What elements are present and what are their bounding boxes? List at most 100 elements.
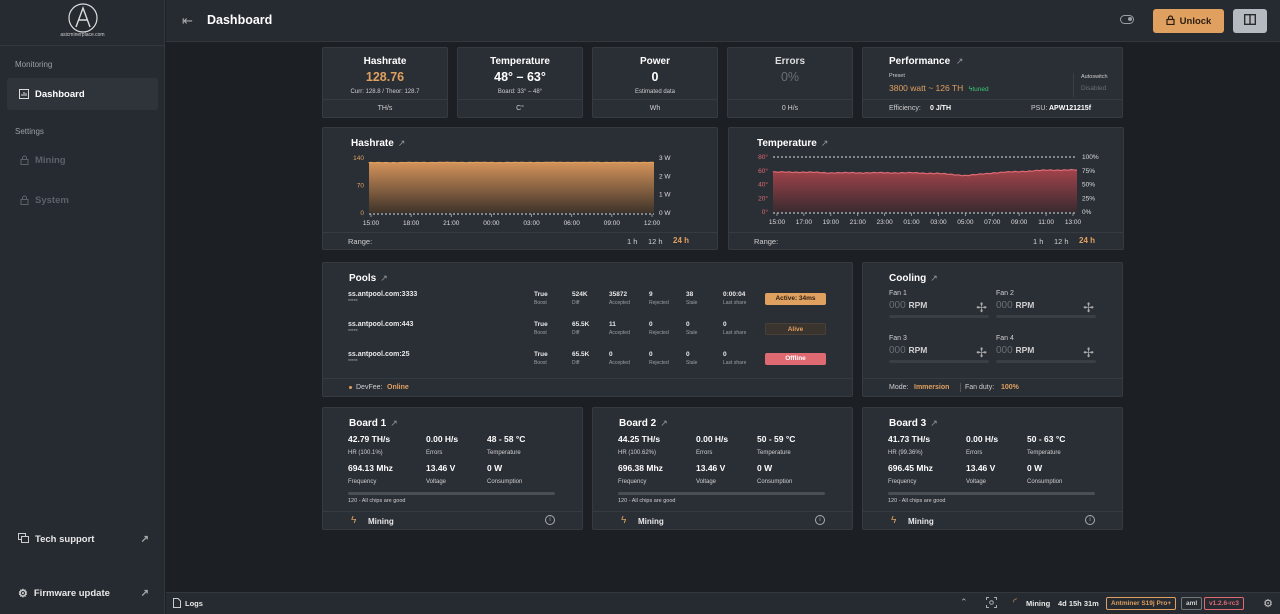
board-errors: 0.00 H/s bbox=[966, 434, 999, 444]
board-title[interactable]: Board 3 ↗ bbox=[889, 418, 938, 429]
pool-accepted-value: 35872 bbox=[609, 291, 628, 298]
range-1h[interactable]: 1 h bbox=[627, 237, 638, 246]
board-title[interactable]: Board 1 ↗ bbox=[349, 418, 398, 429]
chart-title[interactable]: Temperature ↗ bbox=[757, 138, 828, 149]
chart-title[interactable]: Hashrate ↗ bbox=[351, 138, 405, 149]
range-12h[interactable]: 12 h bbox=[648, 237, 663, 246]
stat-label: Temperature bbox=[490, 56, 550, 67]
info-icon[interactable]: i bbox=[545, 515, 555, 525]
board-title-text: Board 1 bbox=[349, 418, 387, 429]
screenshot-icon[interactable] bbox=[986, 597, 997, 610]
range-24h[interactable]: 24 h bbox=[1079, 236, 1096, 245]
series-area bbox=[369, 162, 654, 213]
board-hr-pct: HR (100.62%) bbox=[618, 450, 657, 456]
fan-label: Fan 1 bbox=[889, 290, 907, 297]
pool-boost-label: Boost bbox=[534, 330, 547, 336]
sidebar-item-system[interactable]: System bbox=[7, 184, 158, 216]
x-tick-label: 19:00 bbox=[823, 219, 840, 226]
chips-progress bbox=[348, 492, 555, 495]
pool-stale-label: Stale bbox=[686, 360, 698, 366]
stat-unit: Wh bbox=[593, 99, 717, 117]
chat-icon bbox=[18, 532, 29, 546]
board-frequency: 694.13 Mhz bbox=[348, 463, 393, 473]
fan-bar bbox=[996, 315, 1096, 318]
board-temperature-label: Temperature bbox=[757, 450, 791, 456]
pool-accepted-value: 0 bbox=[609, 351, 613, 358]
sidebar-item-tech-support[interactable]: Tech support ↗ bbox=[0, 526, 165, 552]
header: ⇤ Dashboard Unlock bbox=[166, 0, 1280, 42]
bolt-icon: ϟ bbox=[891, 515, 897, 526]
pool-status-badge: Active: 34ms bbox=[765, 293, 826, 305]
panel-toggle-button[interactable] bbox=[1233, 9, 1267, 33]
y2-tick-label: 3 W bbox=[659, 155, 671, 162]
theme-toggle-icon[interactable] bbox=[1120, 15, 1134, 24]
board-temperature-label: Temperature bbox=[1027, 450, 1061, 456]
pool-row[interactable]: ss.antpool.com:443 ***** bbox=[348, 321, 413, 335]
mining-status: Mining bbox=[1026, 599, 1051, 608]
version-badge: v1.2.6-rc3 bbox=[1204, 597, 1244, 610]
pool-row[interactable]: ss.antpool.com:25 ***** bbox=[348, 351, 409, 365]
collapse-sidebar-icon[interactable]: ⇤ bbox=[182, 13, 193, 28]
x-tick-label: 17:00 bbox=[796, 219, 813, 226]
range-1h[interactable]: 1 h bbox=[1033, 237, 1044, 246]
chevron-up-icon[interactable]: ⌃ bbox=[960, 597, 968, 607]
pool-boost-value: True bbox=[534, 351, 548, 358]
lock-icon bbox=[1166, 14, 1175, 28]
range-24h[interactable]: 24 h bbox=[673, 236, 690, 245]
sidebar-item-mining[interactable]: Mining bbox=[7, 144, 158, 176]
cooling-title[interactable]: Cooling ↗ bbox=[889, 273, 938, 284]
platform-badge: aml bbox=[1181, 597, 1203, 610]
chips-status: 120 - All chips are good bbox=[888, 498, 946, 504]
info-icon[interactable]: i bbox=[815, 515, 825, 525]
section-monitoring: Monitoring bbox=[15, 60, 53, 69]
pool-rejected-label: Rejected bbox=[649, 360, 669, 366]
board-errors: 0.00 H/s bbox=[696, 434, 729, 444]
chart-icon bbox=[19, 89, 29, 99]
sidebar-item-label: Tech support bbox=[35, 533, 95, 545]
external-link-icon: ↗ bbox=[930, 273, 938, 283]
range-12h[interactable]: 12 h bbox=[1054, 237, 1069, 246]
sidebar-item-firmware-update[interactable]: ⚙ Firmware update ↗ bbox=[0, 580, 165, 606]
board-voltage: 13.46 V bbox=[696, 463, 726, 473]
series-line bbox=[772, 168, 1078, 177]
fan-4: Fan 4 000 RPM ✢ bbox=[996, 335, 1096, 363]
pool-row[interactable]: ss.antpool.com:3333 ***** bbox=[348, 291, 417, 305]
lock-icon bbox=[19, 155, 29, 165]
performance-title-text: Performance bbox=[889, 56, 951, 67]
preset-value[interactable]: 3800 watt ~ 126 TH ϟtuned bbox=[889, 83, 989, 93]
sidebar-item-dashboard[interactable]: Dashboard bbox=[7, 78, 158, 110]
board-title[interactable]: Board 2 ↗ bbox=[619, 418, 668, 429]
stat-value: 0 bbox=[651, 70, 659, 84]
y2-tick-label: 100% bbox=[1082, 154, 1099, 161]
pool-last-value: 0 bbox=[723, 351, 727, 358]
pool-stale: 0 Stale bbox=[686, 321, 697, 336]
settings-icon[interactable]: ⚙ bbox=[1263, 598, 1273, 610]
fan-duty-value: 100% bbox=[1001, 384, 1019, 391]
unlock-button[interactable]: Unlock bbox=[1153, 9, 1224, 33]
board-voltage: 13.46 V bbox=[966, 463, 996, 473]
pool-diff-label: Diff bbox=[572, 330, 580, 336]
logs-button[interactable]: Logs bbox=[185, 599, 203, 608]
fan-unit: RPM bbox=[1015, 345, 1035, 355]
y-tick-label: 140 bbox=[353, 155, 364, 162]
board-voltage-label: Voltage bbox=[696, 479, 717, 485]
bolt-icon: ϟ bbox=[351, 515, 357, 526]
pool-last-label: Last share bbox=[723, 300, 747, 306]
logo[interactable]: asicminerplace.com bbox=[0, 0, 165, 46]
pool-url: ss.antpool.com:443 bbox=[348, 321, 414, 328]
x-tick-label: 03:00 bbox=[523, 220, 540, 227]
x-tick-label: 11:00 bbox=[1038, 219, 1054, 226]
status-bar: Logs ⌃ ◜ Mining 4d 15h 31m Antminer S19j… bbox=[166, 592, 1280, 614]
fan-bar bbox=[996, 360, 1096, 363]
y2-tick-label: 0 W bbox=[659, 210, 671, 217]
pools-title[interactable]: Pools ↗ bbox=[349, 273, 388, 284]
fan-unit: RPM bbox=[1015, 300, 1035, 310]
stat-hashrate: Hashrate 128.76 Curr: 128.8 / Theor: 128… bbox=[322, 47, 448, 118]
pool-boost: True Boost bbox=[534, 291, 548, 306]
pool-diff-value: 65.5K bbox=[572, 321, 590, 328]
info-icon[interactable]: i bbox=[1085, 515, 1095, 525]
board-errors-label: Errors bbox=[426, 450, 443, 456]
psu-label: PSU: bbox=[1031, 105, 1048, 112]
fan-icon: ✢ bbox=[976, 300, 987, 315]
performance-title[interactable]: Performance ↗ bbox=[889, 56, 963, 67]
